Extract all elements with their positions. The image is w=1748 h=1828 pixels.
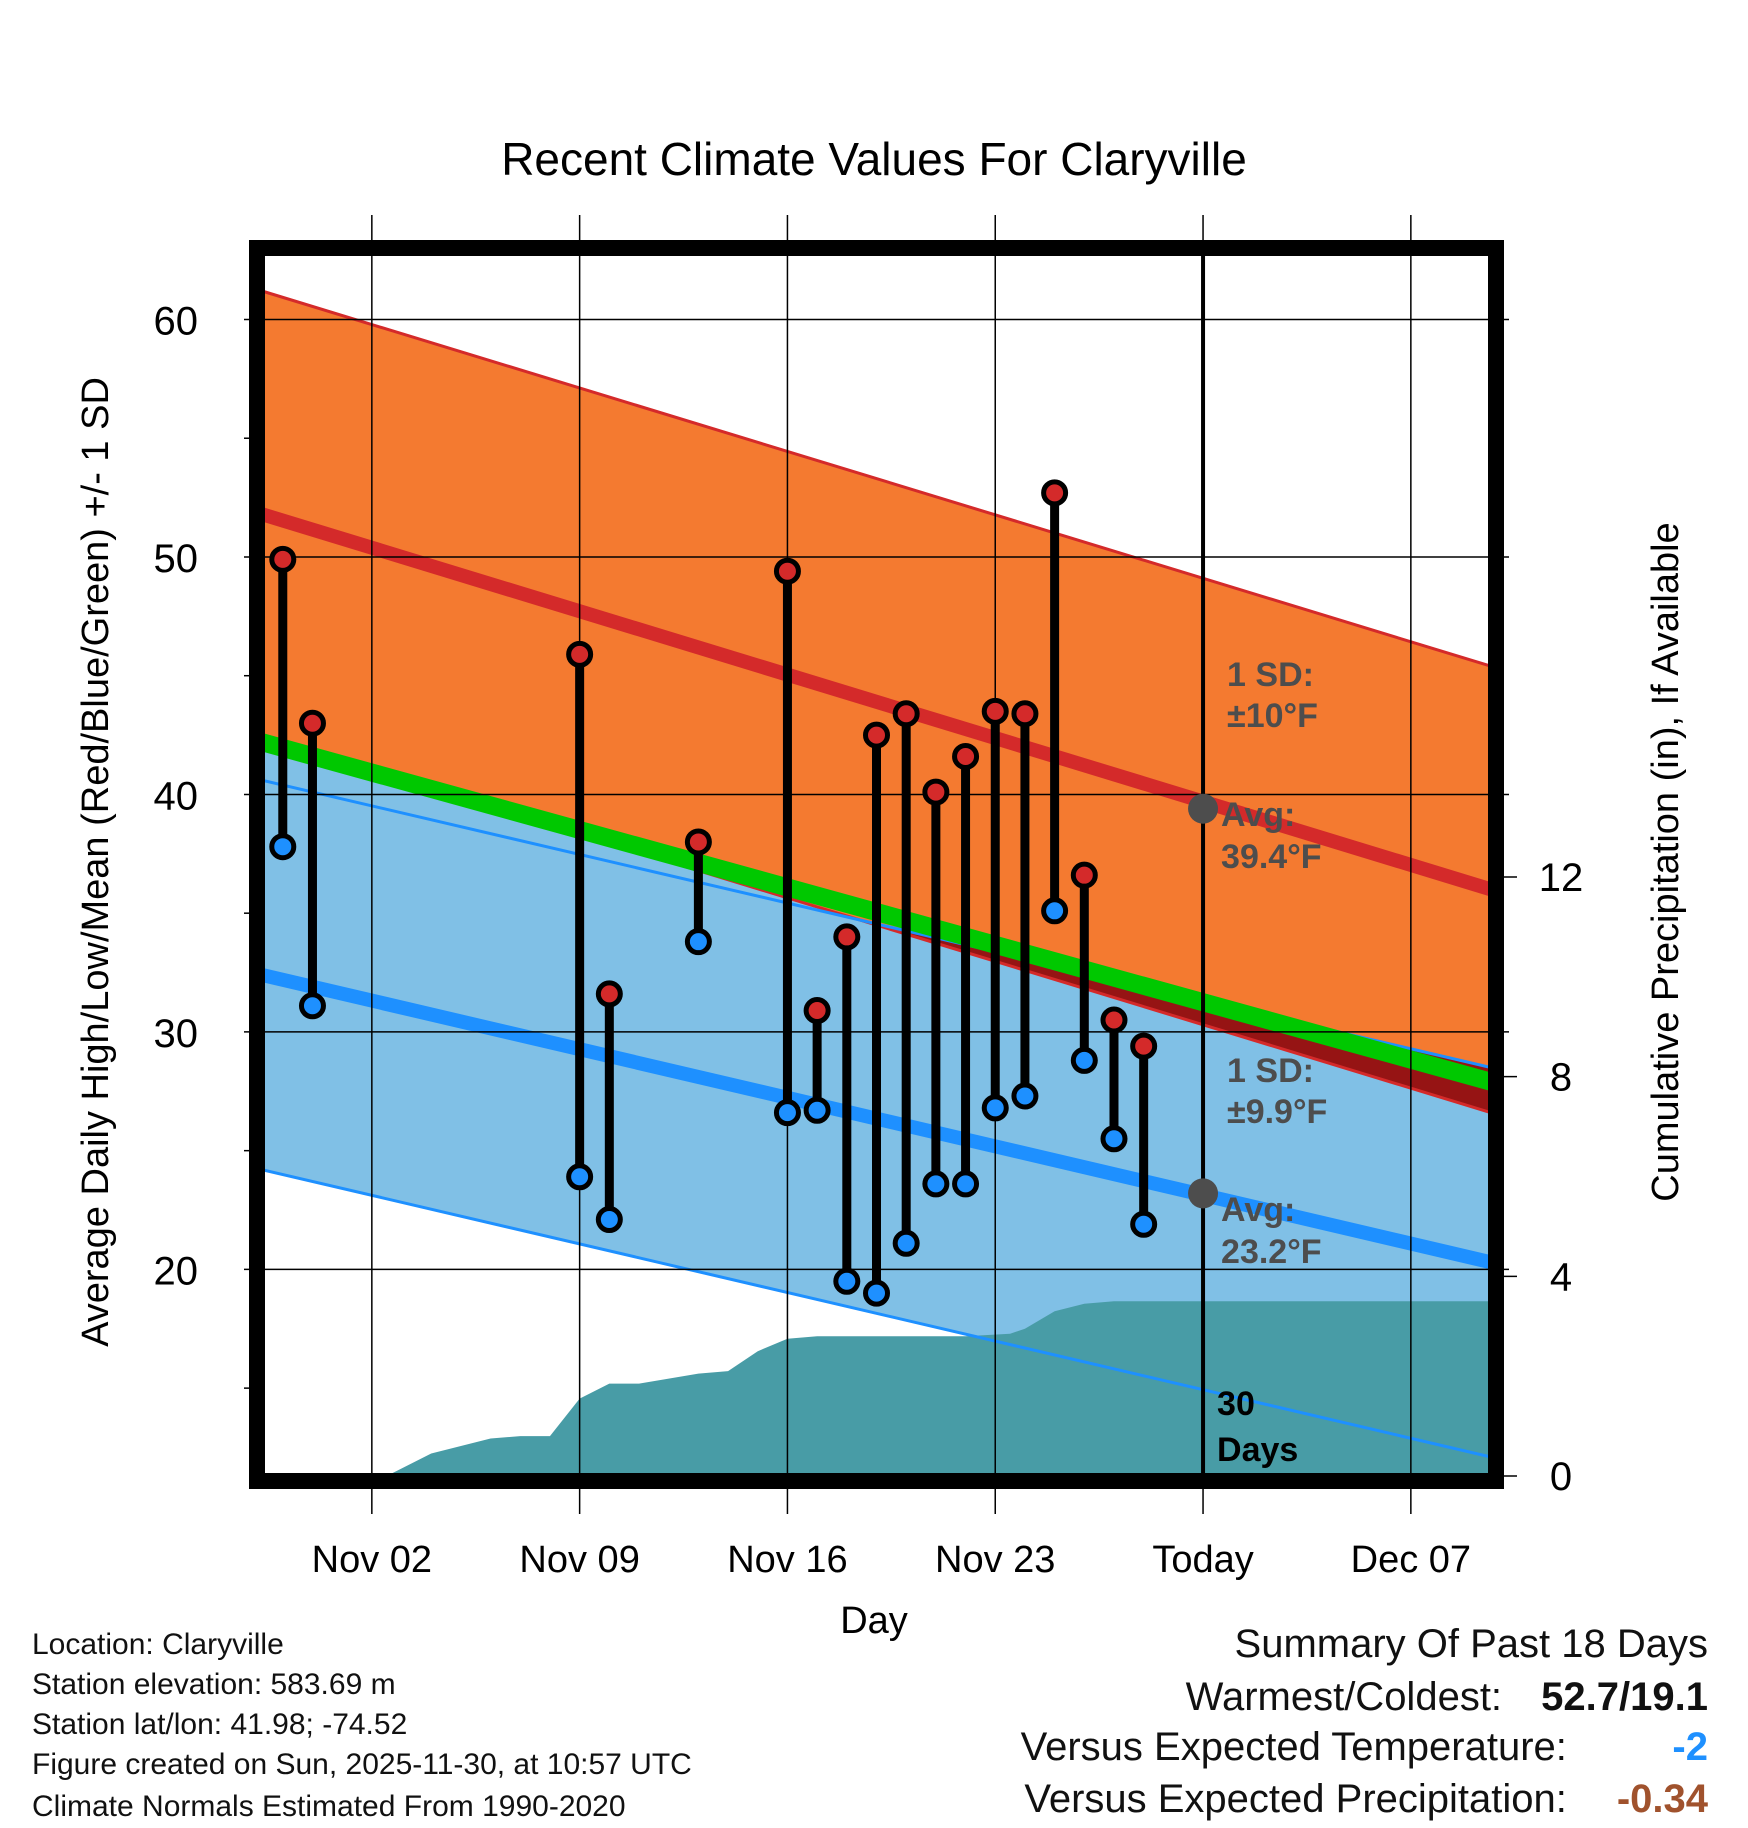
high-sd-value: ±10°F [1227,697,1318,735]
high-avg-label: Avg: [1221,796,1295,834]
obs-low-marker [773,1099,801,1127]
y-right-tick-label: 4 [1550,1255,1572,1299]
obs-low-marker [298,992,326,1020]
x-axis-label: Day [840,1600,908,1642]
obs-low-marker [595,1206,623,1234]
y-tick-label: 20 [154,1249,199,1293]
low-sd-label: 1 SD: [1227,1052,1314,1090]
x-tick-label: Today [1152,1539,1253,1581]
obs-low-marker [803,1096,831,1124]
obs-high-marker [298,709,326,737]
obs-high-marker [269,545,297,573]
info-latlon: Station lat/lon: 41.98; -74.52 [32,1708,408,1741]
obs-low-marker [1070,1046,1098,1074]
obs-high-marker [1130,1032,1158,1060]
high-normal-line [262,507,1491,897]
obs-high-marker [773,557,801,585]
x-tick-label: Nov 23 [935,1539,1055,1581]
low-sd-value: ±9.9°F [1227,1093,1327,1131]
y-tick-label: 60 [154,299,199,343]
obs-high-marker [1070,861,1098,889]
summary-temp: Versus Expected Temperature: -2 [1021,1725,1708,1770]
y-tick-label: 30 [154,1012,199,1056]
summary-warm-cold-value: 52.7/19.1 [1541,1675,1708,1719]
low-avg-marker [1188,1178,1219,1209]
info-elevation: Station elevation: 583.69 m [32,1668,396,1701]
y-right-tick-label: 12 [1539,856,1584,900]
y-tick-label: 50 [154,537,199,581]
summary-precip: Versus Expected Precipitation: -0.34 [1024,1777,1708,1822]
obs-low-marker [1041,897,1069,925]
obs-low-marker [1130,1210,1158,1238]
low-avg-label: Avg: [1221,1191,1295,1229]
summary-warm-cold: Warmest/Coldest: 52.7/19.1 [1186,1675,1708,1720]
obs-high-marker [1100,1006,1128,1034]
high-avg-value: 39.4°F [1221,838,1322,876]
obs-low-marker [684,928,712,956]
obs-high-marker [595,980,623,1008]
obs-high-marker [1011,700,1039,728]
plot-frame [249,240,1504,1489]
info-normals: Climate Normals Estimated From 1990-2020 [32,1790,626,1823]
obs-high-marker [922,778,950,806]
precip-area [262,1301,1491,1476]
summary-precip-value: -0.34 [1616,1777,1708,1821]
x-tick-label: Nov 02 [312,1539,432,1581]
x-tick-label: Nov 16 [727,1539,847,1581]
obs-high-marker [566,640,594,668]
low-avg-value: 23.2°F [1221,1233,1322,1271]
x-tick-label: Nov 09 [519,1539,639,1581]
today-days-label: 30 [1217,1385,1255,1423]
obs-low-marker [863,1279,890,1307]
summary-temp-value: -2 [1672,1725,1708,1769]
obs-low-marker [833,1267,861,1295]
obs-high-marker [1041,479,1069,507]
observations [269,479,1158,1307]
obs-low-marker [981,1094,1009,1122]
high-sd-upper-line [262,289,1491,668]
obs-low-marker [269,833,297,861]
obs-low-marker [952,1170,980,1198]
obs-high-marker [952,742,980,770]
summary-title: Summary Of Past 18 Days [1234,1622,1708,1666]
obs-high-marker [892,700,920,728]
summary-warm-cold-label: Warmest/Coldest: [1185,1675,1503,1719]
y-tick-label: 40 [154,774,199,818]
high-avg-marker [1188,793,1219,824]
obs-high-marker [684,828,712,856]
obs-low-marker [1100,1125,1128,1153]
info-created: Figure created on Sun, 2025-11-30, at 10… [32,1748,692,1781]
obs-low-marker [892,1229,920,1257]
x-tick-label: Dec 07 [1351,1539,1471,1581]
summary-temp-label: Versus Expected Temperature: [1020,1725,1567,1769]
high-sd-label: 1 SD: [1227,656,1314,694]
obs-high-marker [981,697,1009,725]
low-sd-lower-line [262,1168,1491,1459]
today-days-label-2: Days [1217,1431,1298,1469]
obs-high-marker [803,997,831,1025]
obs-low-marker [922,1170,950,1198]
obs-low-marker [566,1163,594,1191]
y-right-tick-label: 8 [1550,1056,1572,1100]
chart-title: Recent Climate Values For Claryville [501,133,1247,185]
obs-high-marker [833,923,861,951]
y-right-tick-label: 0 [1550,1455,1572,1499]
summary-precip-label: Versus Expected Precipitation: [1024,1777,1567,1821]
obs-high-marker [863,721,890,749]
info-location: Location: Claryville [32,1628,284,1661]
y-axis-right-label: Cumulative Precipitation (in), If Availa… [1645,522,1687,1201]
obs-low-marker [1011,1082,1039,1110]
y-axis-label: Average Daily High/Low/Mean (Red/Blue/Gr… [75,377,117,1347]
